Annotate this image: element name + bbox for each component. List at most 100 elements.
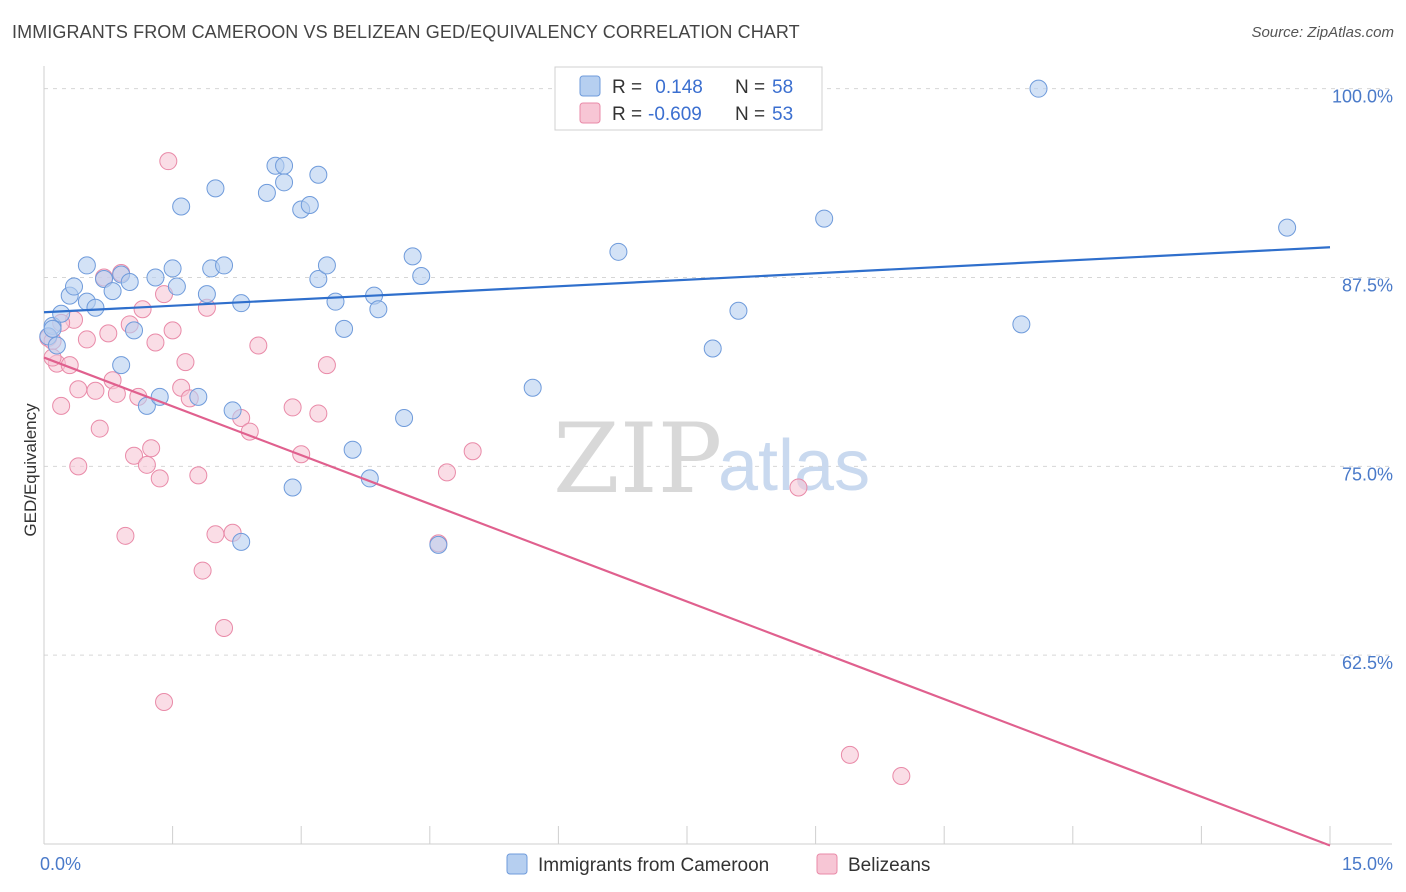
y-tick-label-3: 62.5% bbox=[1342, 653, 1393, 673]
pink-point-29 bbox=[176, 353, 195, 372]
blue-point-18 bbox=[150, 387, 169, 406]
blue-point-42 bbox=[369, 300, 388, 319]
pink-point-35 bbox=[215, 618, 234, 637]
cameroon-points bbox=[39, 79, 1297, 554]
pink-point-7 bbox=[69, 457, 88, 476]
x-tick-label-1: 15.0% bbox=[1342, 854, 1393, 874]
blue-point-36 bbox=[317, 256, 336, 275]
pink-point-6 bbox=[69, 380, 88, 399]
blue-point-19 bbox=[189, 387, 208, 406]
blue-point-50 bbox=[729, 301, 748, 320]
blue-point-45 bbox=[412, 266, 431, 285]
blue-point-47 bbox=[523, 378, 542, 397]
pink-trend-line bbox=[43, 356, 1331, 847]
pink-point-43 bbox=[317, 356, 336, 375]
series-legend-label-belizeans: Belizeans bbox=[848, 855, 930, 876]
blue-point-12 bbox=[146, 268, 165, 287]
blue-point-8 bbox=[103, 282, 122, 301]
axes bbox=[43, 66, 1392, 845]
blue-point-11 bbox=[125, 321, 144, 340]
series-legend-swatch-blue bbox=[506, 853, 528, 875]
pink-point-3 bbox=[52, 396, 71, 415]
blue-point-51 bbox=[815, 209, 834, 228]
y-tick-label-1: 87.5% bbox=[1342, 275, 1393, 295]
legend-n-label-2: N = bbox=[735, 104, 765, 125]
legend-r-value-1: 0.148 bbox=[650, 77, 703, 98]
pink-point-23 bbox=[146, 333, 165, 352]
pink-point-26 bbox=[159, 152, 178, 171]
correlation-legend: R = 0.148 N = 58 R = -0.609 N = 53 bbox=[554, 66, 823, 131]
blue-point-23 bbox=[215, 256, 234, 275]
pink-point-31 bbox=[189, 466, 208, 485]
grid-lines bbox=[44, 88, 1392, 656]
pink-point-21 bbox=[137, 455, 156, 474]
x-tick-labels: 0.0% 15.0% bbox=[40, 854, 1393, 874]
blue-point-1 bbox=[52, 304, 71, 323]
blue-point-29 bbox=[275, 156, 294, 175]
pink-point-45 bbox=[437, 463, 456, 482]
blue-point-54 bbox=[1278, 218, 1297, 237]
series-legend-swatch-pink bbox=[816, 853, 838, 875]
pink-point-42 bbox=[309, 404, 328, 423]
blue-point-30 bbox=[275, 173, 294, 192]
blue-point-56 bbox=[43, 319, 62, 338]
blue-point-31 bbox=[283, 478, 302, 497]
blue-point-26 bbox=[232, 532, 251, 551]
blue-point-34 bbox=[309, 165, 328, 184]
blue-point-16 bbox=[112, 356, 131, 375]
blue-point-39 bbox=[343, 440, 362, 459]
watermark: ZIP atlas bbox=[553, 403, 870, 515]
legend-n-label-1: N = bbox=[735, 77, 765, 98]
pink-point-39 bbox=[249, 336, 268, 355]
pink-point-34 bbox=[206, 525, 225, 544]
blue-point-48 bbox=[609, 242, 628, 261]
chart-title: IMMIGRANTS FROM CAMEROON VS BELIZEAN GED… bbox=[12, 22, 800, 42]
pink-point-22 bbox=[142, 439, 161, 458]
pink-point-24 bbox=[150, 469, 169, 488]
series-legend: Immigrants from Cameroon Belizeans bbox=[506, 853, 930, 876]
legend-r-label-1: R = bbox=[612, 77, 642, 98]
blue-point-3 bbox=[65, 277, 84, 296]
blue-point-52 bbox=[1012, 315, 1031, 334]
pink-point-46 bbox=[463, 442, 482, 461]
legend-swatch-blue bbox=[579, 75, 601, 97]
blue-point-49 bbox=[703, 339, 722, 358]
pink-point-40 bbox=[283, 398, 302, 417]
blue-point-37 bbox=[326, 292, 345, 311]
pink-point-12 bbox=[99, 324, 118, 343]
blue-point-44 bbox=[403, 247, 422, 266]
blue-point-38 bbox=[335, 319, 354, 338]
blue-point-10 bbox=[120, 273, 139, 292]
blue-point-24 bbox=[223, 401, 242, 420]
y-axis-label: GED/Equivalency bbox=[21, 403, 40, 537]
pink-point-49 bbox=[892, 767, 911, 786]
blue-point-57 bbox=[47, 336, 66, 355]
blue-point-14 bbox=[167, 277, 186, 296]
blue-point-22 bbox=[206, 179, 225, 198]
x-tick-label-0: 0.0% bbox=[40, 854, 81, 874]
pink-point-47 bbox=[789, 478, 808, 497]
pink-point-18 bbox=[125, 446, 144, 465]
blue-point-13 bbox=[163, 259, 182, 278]
blue-point-6 bbox=[86, 298, 105, 317]
blue-point-20 bbox=[197, 285, 216, 304]
blue-point-53 bbox=[1029, 79, 1048, 98]
blue-trend-line bbox=[43, 246, 1331, 314]
blue-point-15 bbox=[172, 197, 191, 216]
y-tick-labels: 100.0% 87.5% 75.0% 62.5% bbox=[1332, 87, 1393, 674]
legend-r-value-2: -0.609 bbox=[648, 104, 702, 125]
trend-lines bbox=[43, 246, 1331, 847]
series-legend-label-cameroon: Immigrants from Cameroon bbox=[538, 855, 769, 876]
blue-point-27 bbox=[257, 183, 276, 202]
y-tick-label-0: 100.0% bbox=[1332, 87, 1393, 107]
pink-point-8 bbox=[77, 330, 96, 349]
blue-point-33 bbox=[300, 195, 319, 214]
legend-n-value-2: 53 bbox=[772, 104, 793, 125]
watermark-zip: ZIP bbox=[553, 403, 722, 515]
legend-r-label-2: R = bbox=[612, 104, 642, 125]
pink-point-9 bbox=[86, 381, 105, 400]
pink-point-16 bbox=[116, 526, 135, 545]
pink-point-27 bbox=[163, 321, 182, 340]
y-tick-label-2: 75.0% bbox=[1342, 464, 1393, 484]
